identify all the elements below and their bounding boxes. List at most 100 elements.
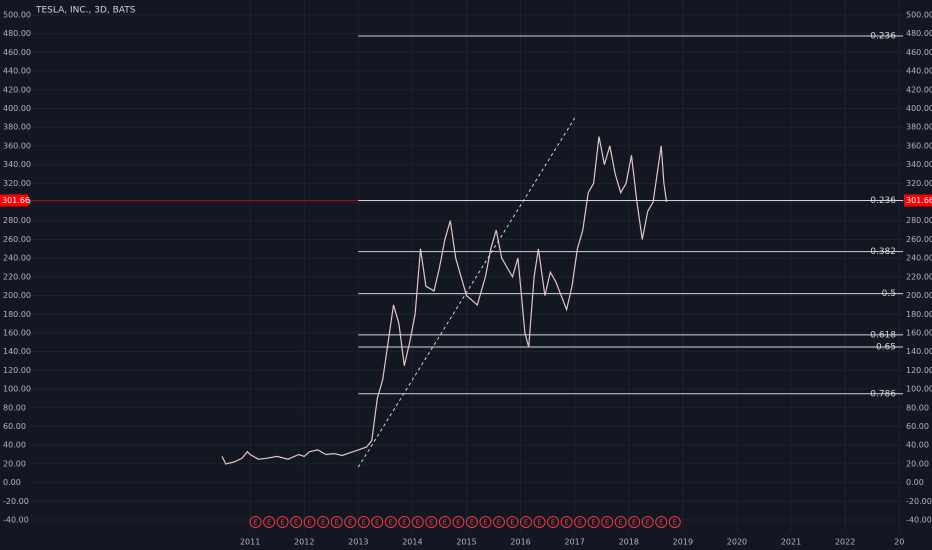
y-tick-label-right: 420.00 xyxy=(906,85,932,94)
earnings-marker xyxy=(533,516,546,528)
earnings-marker xyxy=(384,516,397,528)
price-label: 301.66 xyxy=(906,196,932,205)
y-tick-label-right: 380.00 xyxy=(906,123,932,132)
earnings-label: E xyxy=(321,519,325,527)
x-tick-label: 2017 xyxy=(564,538,584,547)
y-tick-label: 20.00 xyxy=(3,459,26,468)
earnings-marker xyxy=(641,516,654,528)
x-tick-label: 2022 xyxy=(835,538,855,547)
y-tick-label: 200.00 xyxy=(3,291,31,300)
earnings-label: E xyxy=(294,519,298,527)
x-tick-label: 2021 xyxy=(781,538,801,547)
earnings-label: E xyxy=(564,519,568,527)
earnings-label: E xyxy=(524,519,528,527)
y-tick-label: 260.00 xyxy=(3,235,31,244)
y-tick-label: 180.00 xyxy=(3,310,31,319)
y-tick-label: 420.00 xyxy=(3,85,31,94)
earnings-label: E xyxy=(402,519,406,527)
earnings-label: E xyxy=(673,519,677,527)
earnings-marker xyxy=(425,516,438,528)
y-tick-label-right: 0.00 xyxy=(906,478,924,487)
earnings-marker xyxy=(290,516,303,528)
earnings-label: E xyxy=(618,519,622,527)
earnings-label: E xyxy=(375,519,379,527)
x-tick-label: 2016 xyxy=(510,538,530,547)
earnings-label: E xyxy=(456,519,460,527)
price-label: 301.66 xyxy=(2,196,30,205)
y-tick-label: 380.00 xyxy=(3,123,31,132)
earnings-marker xyxy=(587,516,600,528)
earnings-label: E xyxy=(510,519,514,527)
time-axis xyxy=(0,532,932,550)
earnings-marker xyxy=(492,516,505,528)
earnings-marker xyxy=(276,516,289,528)
y-tick-label: 240.00 xyxy=(3,254,31,263)
y-tick-label-right: 400.00 xyxy=(906,104,932,113)
earnings-marker xyxy=(330,516,343,528)
y-tick-label: 100.00 xyxy=(3,385,31,394)
earnings-label: E xyxy=(348,519,352,527)
earnings-marker xyxy=(560,516,573,528)
earnings-marker xyxy=(628,516,641,528)
y-tick-label: 340.00 xyxy=(3,160,31,169)
y-tick-label-right: 60.00 xyxy=(906,422,929,431)
y-tick-label: 460.00 xyxy=(3,48,31,57)
chart-title: TESLA, INC., 3D, BATS xyxy=(35,6,136,16)
fib-label: 0.618 xyxy=(870,330,896,340)
y-tick-label-right: 100.00 xyxy=(906,385,932,394)
earnings-label: E xyxy=(307,519,311,527)
earnings-label: E xyxy=(645,519,649,527)
x-tick-label: 2013 xyxy=(348,538,368,547)
earnings-marker xyxy=(344,516,357,528)
earnings-marker xyxy=(303,516,316,528)
earnings-label: E xyxy=(253,519,257,527)
y-tick-label-right: 340.00 xyxy=(906,160,932,169)
earnings-marker xyxy=(465,516,478,528)
fib-label: 0.236 xyxy=(870,196,896,206)
y-tick-label: -40.00 xyxy=(3,516,29,525)
trend-line xyxy=(357,117,576,468)
fib-label: 0.786 xyxy=(870,389,896,399)
y-tick-label: 320.00 xyxy=(3,179,31,188)
y-tick-label-right: 360.00 xyxy=(906,141,932,150)
y-tick-label-right: 260.00 xyxy=(906,235,932,244)
y-tick-label-right: 160.00 xyxy=(906,328,932,337)
earnings-marker xyxy=(249,516,262,528)
y-tick-label-right: -40.00 xyxy=(906,516,932,525)
y-tick-label: 160.00 xyxy=(3,328,31,337)
earnings-marker xyxy=(398,516,411,528)
x-tick-label: 2019 xyxy=(673,538,693,547)
y-tick-label: -20.00 xyxy=(3,497,29,506)
y-tick-label-right: 40.00 xyxy=(906,441,929,450)
earnings-marker xyxy=(655,516,668,528)
y-tick-label: 480.00 xyxy=(3,29,31,38)
earnings-label: E xyxy=(578,519,582,527)
earnings-marker xyxy=(614,516,627,528)
earnings-label: E xyxy=(334,519,338,527)
earnings-marker xyxy=(452,516,465,528)
y-tick-label-right: 500.00 xyxy=(906,11,932,20)
x-tick-label: 2014 xyxy=(402,538,422,547)
price-series xyxy=(221,136,668,465)
price-label-bg xyxy=(904,194,932,207)
y-tick-label-right: 20.00 xyxy=(906,459,929,468)
earnings-label: E xyxy=(416,519,420,527)
earnings-label: E xyxy=(483,519,487,527)
earnings-label: E xyxy=(537,519,541,527)
x-tick-label: 20 xyxy=(894,538,904,547)
y-tick-label: 360.00 xyxy=(3,141,31,150)
fib-label: 0.65 xyxy=(876,342,896,352)
earnings-label: E xyxy=(497,519,501,527)
earnings-label: E xyxy=(632,519,636,527)
earnings-label: E xyxy=(267,519,271,527)
earnings-marker xyxy=(547,516,560,528)
y-tick-label: 40.00 xyxy=(3,441,26,450)
y-tick-label: 140.00 xyxy=(3,347,31,356)
y-tick-label: 440.00 xyxy=(3,67,31,76)
x-tick-label: 2012 xyxy=(294,538,314,547)
y-tick-label-right: 240.00 xyxy=(906,254,932,263)
earnings-marker xyxy=(479,516,492,528)
earnings-label: E xyxy=(659,519,663,527)
y-tick-label-right: 120.00 xyxy=(906,366,932,375)
y-tick-label: 220.00 xyxy=(3,272,31,281)
